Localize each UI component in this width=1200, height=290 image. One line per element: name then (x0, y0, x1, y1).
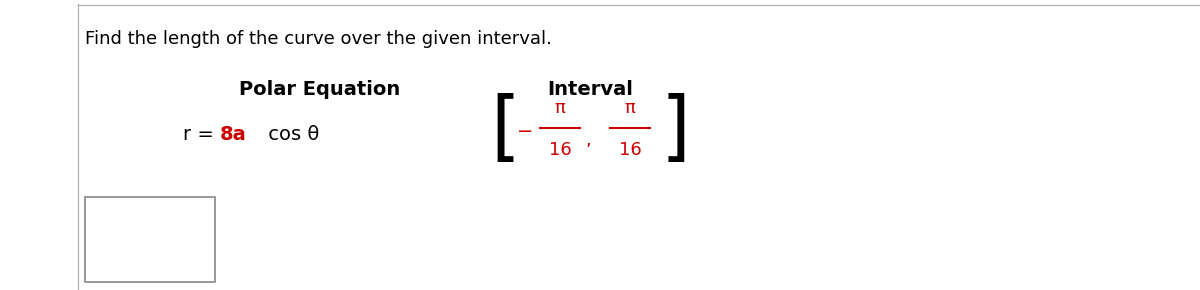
Text: π: π (554, 99, 565, 117)
Text: Polar Equation: Polar Equation (239, 80, 401, 99)
Text: 16: 16 (548, 141, 571, 159)
Text: ]: ] (660, 93, 690, 167)
Text: 16: 16 (619, 141, 641, 159)
Text: Interval: Interval (547, 80, 632, 99)
Text: 8a: 8a (220, 126, 247, 144)
Text: Find the length of the curve over the given interval.: Find the length of the curve over the gi… (85, 30, 552, 48)
Text: −: − (517, 122, 533, 142)
Text: cos θ: cos θ (262, 126, 319, 144)
Bar (85, 197, 215, 282)
Text: [: [ (490, 93, 520, 167)
Text: ,: , (586, 131, 590, 149)
Text: π: π (625, 99, 635, 117)
Text: r =: r = (182, 126, 220, 144)
